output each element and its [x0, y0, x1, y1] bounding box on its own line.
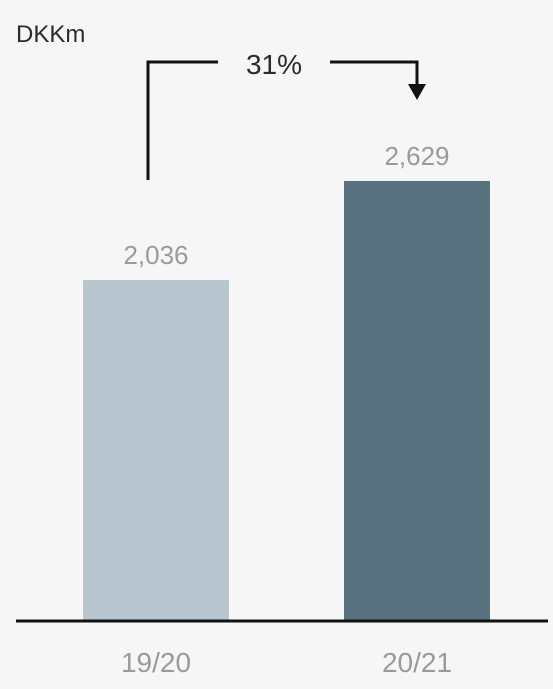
bar-19-20 [83, 280, 229, 620]
growth-arrowhead [408, 84, 426, 100]
unit-label: DKKm [16, 21, 85, 48]
bar-20-21 [344, 180, 490, 621]
x-tick-label-19-20: 19/20 [121, 647, 191, 678]
growth-bracket-right [330, 60, 419, 88]
growth-annotation: 31% [146, 49, 426, 180]
value-label-20-21: 2,629 [384, 141, 449, 171]
bars-layer: 2,036 19/20 2,629 20/21 [83, 141, 490, 678]
growth-label: 31% [246, 49, 302, 80]
x-tick-label-20-21: 20/21 [382, 647, 452, 678]
growth-bracket-left [146, 60, 218, 180]
value-label-19-20: 2,036 [123, 240, 188, 270]
